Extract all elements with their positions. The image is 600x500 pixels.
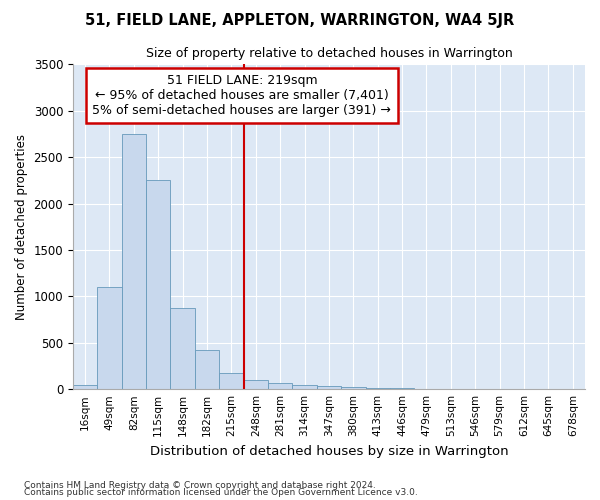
Bar (317, 386, 341, 389)
X-axis label: Distribution of detached houses by size in Warrington: Distribution of detached houses by size … (149, 444, 508, 458)
Bar (365, 388, 390, 389)
Bar (146, 180, 170, 389)
Bar (122, 134, 146, 389)
Title: Size of property relative to detached houses in Warrington: Size of property relative to detached ho… (146, 48, 512, 60)
Bar (73, 384, 97, 389)
Bar (170, 308, 195, 389)
Bar (195, 350, 219, 389)
Text: 51, FIELD LANE, APPLETON, WARRINGTON, WA4 5JR: 51, FIELD LANE, APPLETON, WARRINGTON, WA… (85, 12, 515, 28)
Bar (292, 385, 317, 389)
Bar (268, 383, 292, 389)
Bar (390, 388, 415, 389)
Bar (244, 380, 268, 389)
Y-axis label: Number of detached properties: Number of detached properties (15, 134, 28, 320)
Text: Contains HM Land Registry data © Crown copyright and database right 2024.: Contains HM Land Registry data © Crown c… (24, 480, 376, 490)
Text: Contains public sector information licensed under the Open Government Licence v3: Contains public sector information licen… (24, 488, 418, 497)
Text: 51 FIELD LANE: 219sqm
← 95% of detached houses are smaller (7,401)
5% of semi-de: 51 FIELD LANE: 219sqm ← 95% of detached … (92, 74, 391, 117)
Bar (97, 287, 122, 389)
Bar (219, 373, 244, 389)
Bar (341, 387, 365, 389)
